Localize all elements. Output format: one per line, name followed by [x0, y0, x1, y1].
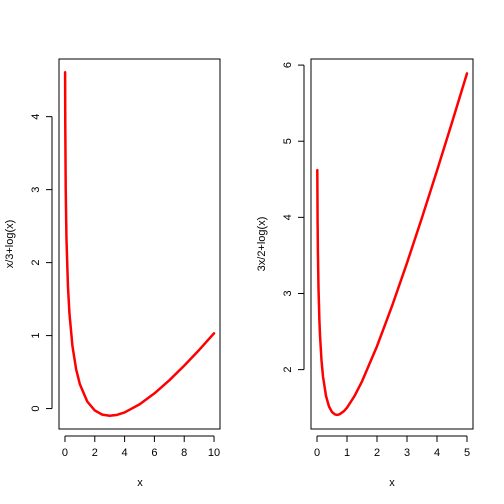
right-y-tick-label: 6 — [282, 62, 294, 68]
right-x-tick-label: 5 — [464, 447, 470, 459]
left-x-tick-label: 2 — [92, 447, 98, 459]
right-plot-frame — [310, 58, 474, 430]
left-y-tick-label: 0 — [30, 406, 42, 412]
right-x-tick-label: 1 — [344, 447, 350, 459]
left-x-tick-label: 10 — [208, 447, 220, 459]
left-x-tick-label: 6 — [151, 447, 157, 459]
left-series-line — [63, 71, 216, 418]
right-x-tick-label: 0 — [314, 447, 320, 459]
left-plot-frame — [58, 58, 221, 430]
left-x-tick-label: 8 — [181, 447, 187, 459]
right-y-tick-label: 2 — [282, 367, 294, 373]
right-panel: 0 1 2 3 4 5 2 3 4 5 6 x 3x/2+log(x) — [256, 58, 474, 489]
right-y-axis-label: 3x/2+log(x) — [256, 217, 268, 272]
left-x-tick-label: 0 — [62, 447, 68, 459]
left-y-axis-label: x/3+log(x) — [4, 220, 16, 269]
left-y-tick-label: 4 — [30, 114, 42, 120]
right-x-tick-label: 2 — [374, 447, 380, 459]
left-y-tick-label: 3 — [30, 187, 42, 193]
right-y-tick-label: 4 — [282, 214, 294, 220]
left-plot-area: 0 2 4 6 8 10 0 1 2 3 4 — [30, 71, 220, 459]
right-series-line — [316, 72, 469, 417]
left-y-tick-label: 1 — [30, 333, 42, 339]
right-x-axis-label: x — [389, 477, 395, 489]
left-x-axis-label: x — [137, 477, 143, 489]
right-x-tick-label: 3 — [404, 447, 410, 459]
right-plot-area: 0 1 2 3 4 5 2 3 4 5 6 — [282, 62, 470, 459]
right-y-tick-label: 3 — [282, 290, 294, 296]
left-y-tick-label: 2 — [30, 260, 42, 266]
left-panel: 0 2 4 6 8 10 0 1 2 3 4 x x/3+log(x) — [4, 58, 221, 489]
left-x-tick-label: 4 — [122, 447, 128, 459]
right-y-tick-label: 5 — [282, 138, 294, 144]
right-x-tick-label: 4 — [434, 447, 440, 459]
